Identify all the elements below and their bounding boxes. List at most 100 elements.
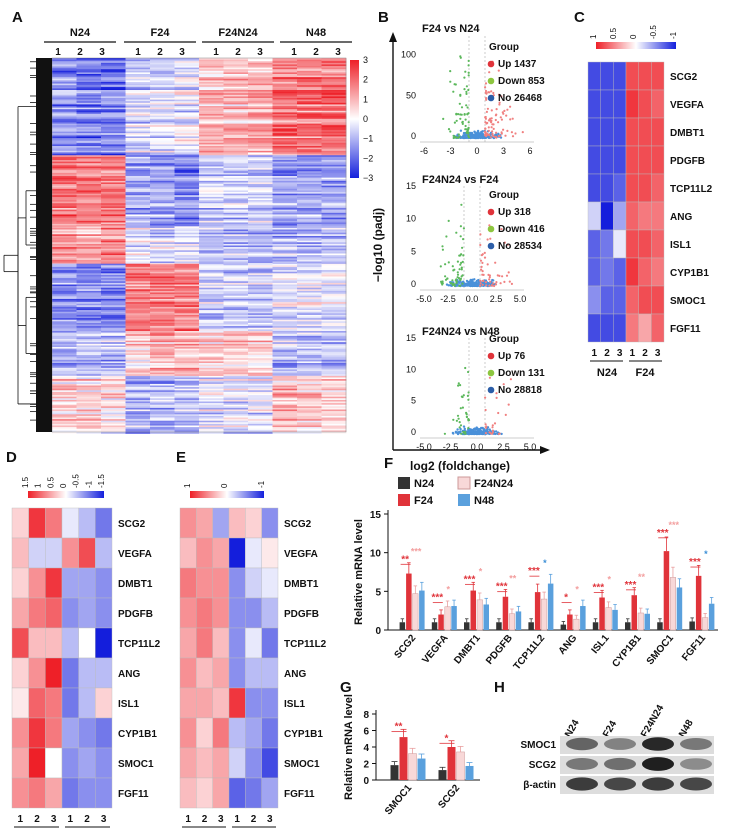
volcano-point-no — [486, 426, 490, 429]
heatmap-a-cell — [297, 369, 322, 372]
heatmap-a-cell — [125, 134, 151, 137]
heatmap-a-cell — [223, 226, 249, 229]
heatmap-a-cell — [150, 351, 175, 354]
heatmap-d-cell — [45, 687, 63, 719]
heatmap-a-cell — [272, 331, 298, 333]
heatmap-a-cell — [297, 278, 322, 280]
heatmap-a-cell — [223, 204, 249, 207]
heatmap-a-cell — [199, 196, 224, 199]
heatmap-a-cell — [174, 248, 200, 251]
heatmap-e-gene-label: DMBT1 — [284, 579, 319, 590]
heatmap-a-cell — [52, 292, 77, 295]
heatmap-a-cell — [223, 289, 249, 292]
heatmap-a-cell — [199, 355, 224, 357]
heatmap-a-cell — [223, 364, 249, 367]
heatmap-a-cell — [76, 117, 102, 120]
heatmap-a-cell — [101, 192, 126, 194]
heatmap-a-cell — [199, 427, 224, 429]
heatmap-a-cell — [297, 276, 322, 279]
heatmap-a-cell — [321, 242, 347, 245]
heatmap-a-cell — [297, 358, 322, 361]
heatmap-a-cell — [52, 395, 77, 397]
heatmap-a-cell — [297, 133, 322, 136]
heatmap-a-cell — [125, 122, 151, 124]
heatmap-a-cell — [101, 256, 126, 259]
heatmap-a-cell — [223, 222, 249, 225]
heatmap-a-cell — [248, 326, 273, 328]
heatmap-a-cell — [101, 332, 126, 335]
volcano-point-up — [497, 411, 500, 415]
heatmap-a-cell — [248, 322, 273, 325]
heatmap-a-replicate-label: 2 — [313, 47, 319, 58]
heatmap-a-cell — [174, 109, 200, 112]
volcano-point-up — [484, 127, 487, 130]
bar-chart-f-bar-n24 — [399, 622, 406, 630]
heatmap-a-cell — [52, 156, 77, 159]
volcano-point-down — [466, 113, 469, 116]
volcano-point-up — [488, 224, 491, 227]
volcano-point-up — [502, 383, 505, 386]
heatmap-a-cell — [321, 152, 347, 155]
heatmap-a-cell — [76, 305, 102, 308]
heatmap-a-cell — [174, 290, 200, 293]
legend-label: F24 — [414, 495, 434, 507]
heatmap-a-cell — [174, 144, 200, 147]
heatmap-a-cell — [248, 294, 273, 296]
heatmap-a-cell — [248, 209, 273, 212]
heatmap-a-cell — [321, 67, 347, 70]
heatmap-a-cell — [52, 201, 77, 204]
heatmap-a-cell — [297, 220, 322, 223]
heatmap-a-cell — [321, 110, 347, 113]
heatmap-a-cell — [297, 182, 322, 185]
heatmap-c-scale-bar — [596, 42, 676, 49]
heatmap-a-cell — [272, 364, 298, 367]
heatmap-a-cell — [223, 234, 249, 237]
heatmap-e-cell — [179, 657, 197, 689]
volcano-point-up — [486, 263, 489, 266]
heatmap-a-cell — [321, 399, 347, 402]
volcano-point-down — [460, 113, 463, 116]
heatmap-a-cell — [174, 78, 200, 81]
heatmap-a-cell — [248, 255, 273, 257]
volcano-point-no — [462, 425, 466, 428]
bar-chart-f-bar-f24n24 — [637, 612, 644, 631]
heatmap-a-cell — [125, 154, 151, 156]
volcano-legend-entry: Up 1437 — [498, 59, 537, 70]
heatmap-c-cell — [600, 285, 614, 315]
heatmap-a-cell — [150, 141, 175, 144]
heatmap-a-cell — [125, 196, 151, 199]
heatmap-a-cell — [321, 61, 347, 64]
heatmap-a-cell — [223, 239, 249, 241]
volcano-point-down — [467, 370, 470, 374]
heatmap-a-cell — [174, 294, 200, 296]
heatmap-a-cell — [101, 217, 126, 220]
heatmap-a-cell — [297, 382, 322, 385]
heatmap-a-cell — [174, 134, 200, 137]
heatmap-a-cell — [321, 331, 347, 333]
heatmap-a-cell — [150, 219, 175, 222]
heatmap-a-cell — [297, 287, 322, 290]
heatmap-a-cell — [174, 377, 200, 380]
heatmap-a-cell — [248, 247, 273, 249]
heatmap-a-cell — [297, 204, 322, 207]
heatmap-a-cell — [321, 237, 347, 240]
heatmap-a-cell — [101, 67, 126, 70]
volcano-point-no — [451, 431, 455, 435]
heatmap-a-cell — [248, 289, 273, 292]
heatmap-a-cell — [76, 220, 102, 223]
heatmap-a-cell — [297, 195, 322, 198]
heatmap-a-cell — [248, 300, 273, 303]
heatmap-a-cell — [297, 201, 322, 204]
heatmap-c-replicate-label: 2 — [642, 348, 648, 359]
heatmap-a-cell — [174, 251, 200, 254]
heatmap-a-cell — [272, 340, 298, 343]
heatmap-a-cell — [272, 240, 298, 243]
heatmap-a-cell — [52, 290, 77, 293]
heatmap-a-cell — [297, 130, 322, 132]
heatmap-a-cell — [101, 261, 126, 264]
heatmap-a-cell — [272, 195, 298, 198]
volcano-x-tick: 0 — [474, 146, 479, 156]
heatmap-a-cell — [52, 253, 77, 256]
heatmap-a-cell — [150, 271, 175, 274]
heatmap-a-cell — [150, 411, 175, 413]
